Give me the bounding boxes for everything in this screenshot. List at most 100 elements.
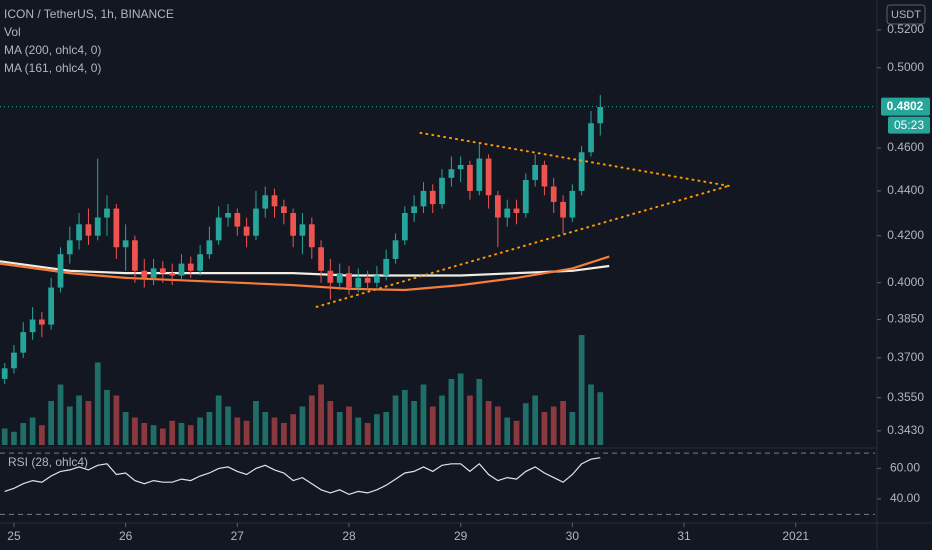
- volume-bar: [476, 379, 483, 445]
- candle-body: [243, 226, 250, 236]
- candle-body: [597, 107, 604, 124]
- volume-bar: [113, 395, 120, 445]
- candle-body: [141, 270, 148, 278]
- x-tick-label: 28: [342, 529, 356, 543]
- candle-body: [215, 217, 222, 241]
- volume-bar: [299, 406, 306, 445]
- volume-bar: [178, 423, 185, 445]
- volume-bar: [588, 384, 594, 445]
- volume-bar: [290, 414, 297, 445]
- volume-bar: [150, 425, 157, 445]
- labels: ICON / TetherUS, 1h, BINANCE Vol MA (200…: [4, 4, 930, 543]
- volume-bar: [327, 401, 334, 445]
- chart-title: ICON / TetherUS, 1h, BINANCE: [4, 7, 174, 21]
- marks: [0, 95, 875, 515]
- y-tick-label: 0.3850: [887, 312, 924, 326]
- candle-body: [76, 224, 82, 241]
- currency[interactable]: USDT: [891, 9, 921, 21]
- volume-bar: [262, 412, 269, 445]
- candle-body: [20, 332, 27, 353]
- candle-body: [578, 152, 585, 191]
- volume-bar: [271, 417, 278, 445]
- candle-body: [85, 224, 92, 236]
- candle-body: [113, 208, 120, 248]
- volume-bar: [1, 428, 8, 445]
- volume-bar: [541, 412, 548, 445]
- legend-ma: MA (200, ohlc4, 0): [4, 43, 101, 57]
- candle-body: [513, 208, 520, 214]
- candle-body: [290, 213, 297, 236]
- candle-body: [541, 164, 548, 187]
- volume-bar: [215, 395, 222, 445]
- candle-body: [336, 273, 343, 283]
- volume-bar: [308, 395, 315, 445]
- candle-body: [560, 201, 566, 218]
- moving-average: [0, 255, 610, 292]
- volume-bar: [401, 390, 408, 445]
- y-tick-label: 0.4600: [887, 140, 924, 154]
- volume-bar: [234, 417, 241, 445]
- candle-body: [150, 268, 157, 278]
- candle-body: [467, 164, 473, 191]
- volume-bar: [159, 428, 166, 445]
- candle-body: [355, 277, 362, 288]
- volume-bar: [132, 417, 138, 445]
- candle-body: [39, 319, 45, 325]
- candle-body: [550, 186, 557, 202]
- volume-bar: [253, 401, 259, 445]
- candle-body: [476, 158, 483, 191]
- x-tick-label: 31: [677, 529, 691, 543]
- candle-body: [299, 224, 306, 236]
- candle-body: [29, 319, 36, 333]
- last-price-box: [881, 97, 930, 116]
- volume-bar: [485, 401, 492, 445]
- candle-body: [169, 273, 176, 276]
- volume-bar: [522, 403, 529, 445]
- volume-bar: [494, 406, 501, 445]
- candle-body: [318, 247, 324, 271]
- volume-bar: [429, 406, 436, 445]
- volume-bar: [225, 406, 231, 445]
- legend-ma: MA (161, ohlc4, 0): [4, 61, 101, 75]
- volume-bar: [532, 395, 539, 445]
- candle-body: [11, 352, 17, 369]
- candle-body: [253, 208, 259, 236]
- trend-line: [419, 131, 730, 187]
- volume-bar: [355, 417, 362, 445]
- candle-body: [132, 240, 138, 271]
- last-price-label: 0.4802: [887, 99, 924, 113]
- candle-body: [159, 268, 166, 274]
- volume-bar: [141, 423, 148, 445]
- volume-bar: [560, 401, 566, 445]
- x-tick-label: 25: [7, 529, 21, 543]
- x-tick-label: 26: [119, 529, 133, 543]
- volume-bar: [206, 412, 213, 445]
- candle-body: [308, 224, 315, 248]
- y-tick-label: 0.5200: [887, 22, 924, 36]
- currency-box[interactable]: [886, 4, 926, 25]
- volume-bar: [504, 417, 511, 445]
- legend-rsi: RSI (28, ohlc4): [8, 455, 88, 469]
- candle-body: [485, 158, 492, 196]
- volume-bar: [104, 390, 110, 445]
- volume-bar: [578, 335, 585, 445]
- candle-body: [429, 190, 436, 205]
- countdown-box: [888, 116, 930, 134]
- candle-body: [1, 368, 8, 379]
- candle-body: [439, 177, 445, 205]
- candle-body: [448, 169, 455, 178]
- volume-bar: [513, 420, 520, 445]
- volume-bar: [346, 406, 352, 445]
- candle-body: [225, 213, 231, 218]
- y-tick-label: 0.3700: [887, 350, 924, 364]
- candle-body: [281, 206, 287, 214]
- volume-bar: [550, 406, 557, 445]
- candle-body: [522, 179, 529, 214]
- y-tick-label: 0.3430: [887, 423, 924, 437]
- volume-bar: [197, 417, 204, 445]
- x-tick-label: 2021: [782, 529, 809, 543]
- volume-bar: [85, 401, 92, 445]
- volume-bar: [392, 395, 399, 445]
- candle-body: [271, 195, 278, 207]
